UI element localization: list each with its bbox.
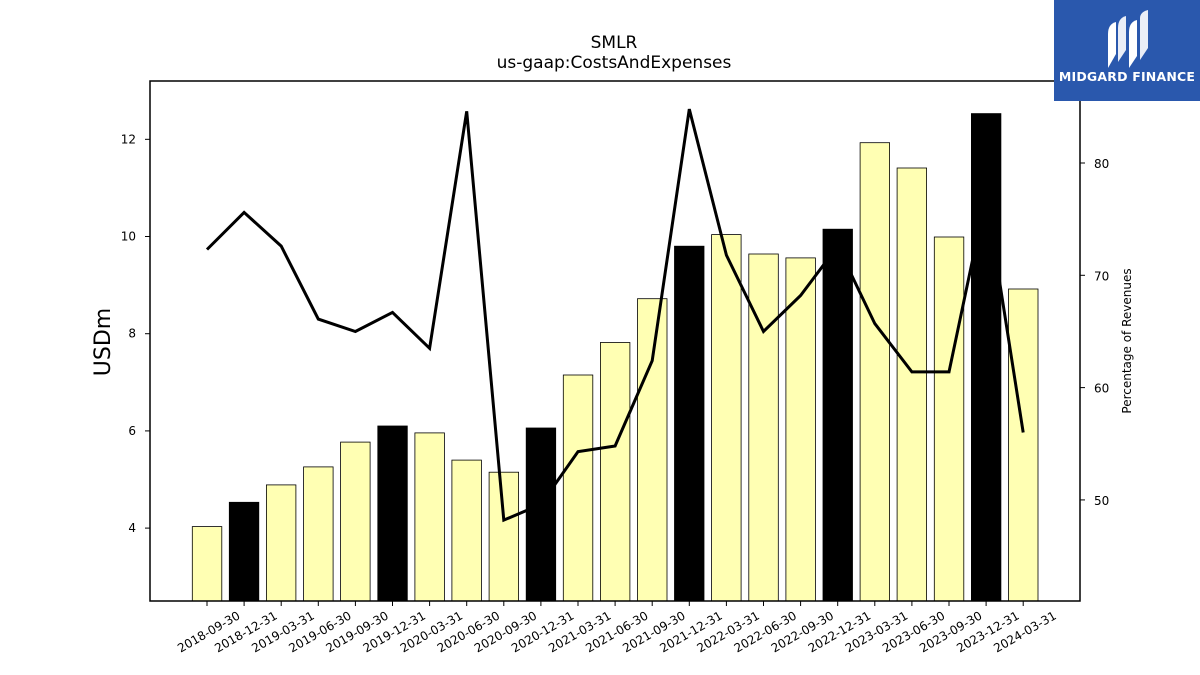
brand-logo: MIDGARD FINANCE: [1054, 0, 1200, 101]
bar: [748, 253, 779, 602]
y-tick-label: 12: [121, 132, 136, 146]
chart-subtitle: us-gaap:CostsAndExpenses: [497, 53, 732, 73]
line-group: [205, 108, 1025, 523]
bar: [971, 113, 1002, 602]
bar: [822, 228, 853, 602]
bar: [525, 427, 557, 602]
bar: [859, 142, 890, 602]
bar: [191, 526, 223, 602]
bar: [711, 234, 742, 602]
y2-axis: 50 60 70 80: [1080, 157, 1109, 508]
y-tick-label: 10: [121, 230, 136, 244]
y-tick-label: 8: [128, 327, 136, 341]
bar: [785, 257, 816, 602]
bar: [265, 484, 297, 602]
y-axis-label: USDm: [91, 308, 116, 376]
bar: [377, 425, 408, 602]
y-axis: 4 6 8 10 12: [121, 132, 150, 535]
bar: [933, 236, 965, 602]
bar: [637, 298, 668, 602]
bar: [488, 471, 520, 602]
y-tick-label: 4: [128, 521, 136, 535]
bar: [674, 245, 705, 602]
y2-tick-label: 60: [1094, 382, 1109, 396]
logo-mark-icon: [1108, 10, 1148, 68]
y2-tick-label: 70: [1094, 269, 1109, 283]
bar: [228, 501, 260, 602]
y2-tick-label: 80: [1094, 157, 1109, 171]
bar: [896, 167, 927, 602]
y2-tick-label: 50: [1094, 494, 1109, 508]
bars-group: [191, 113, 1039, 602]
x-axis: 2018-09-302018-12-312019-03-312019-06-30…: [175, 601, 1059, 655]
bar: [600, 342, 631, 602]
bar: [562, 374, 594, 602]
bar: [1008, 288, 1039, 602]
line-series: [205, 108, 1025, 523]
bar: [303, 466, 334, 602]
bar: [340, 441, 371, 602]
y-tick-label: 6: [128, 424, 136, 438]
bar: [451, 459, 482, 602]
y2-axis-label: Percentage of Revenues: [1120, 268, 1134, 413]
logo-text: MIDGARD FINANCE: [1058, 69, 1196, 84]
bar: [414, 432, 445, 602]
chart-title: SMLR: [591, 33, 638, 53]
